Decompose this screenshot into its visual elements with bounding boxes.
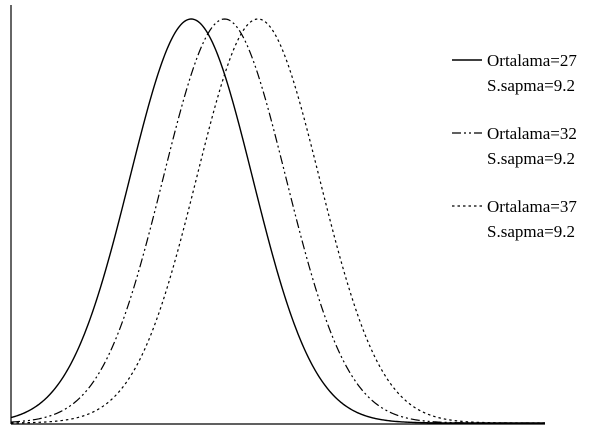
- curve-series-1: [10, 18, 545, 424]
- legend-entry-1: Ortalama=27 S.sapma=9.2: [452, 51, 577, 95]
- curve-series-2: [10, 18, 545, 424]
- legend-entry-2: Ortalama=32 S.sapma=9.2: [452, 124, 577, 168]
- legend-label-series-1-line2: S.sapma=9.2: [487, 76, 575, 95]
- legend: Ortalama=27 S.sapma=9.2 Ortalama=32 S.sa…: [452, 51, 577, 241]
- legend-label-series-2-line1: Ortalama=32: [487, 124, 577, 143]
- legend-label-series-3-line2: S.sapma=9.2: [487, 222, 575, 241]
- legend-label-series-2-line2: S.sapma=9.2: [487, 149, 575, 168]
- curve-series-3: [10, 18, 545, 424]
- legend-entry-3: Ortalama=37 S.sapma=9.2: [452, 197, 577, 241]
- legend-label-series-1-line1: Ortalama=27: [487, 51, 577, 70]
- legend-label-series-3-line1: Ortalama=37: [487, 197, 577, 216]
